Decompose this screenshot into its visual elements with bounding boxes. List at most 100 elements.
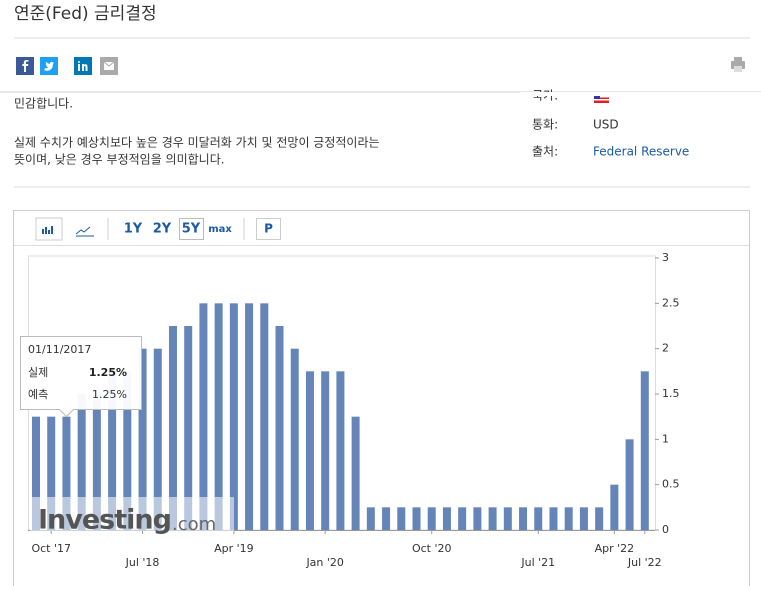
bar <box>595 507 604 530</box>
bar <box>473 507 482 530</box>
bar <box>625 439 634 530</box>
bar <box>138 348 147 530</box>
bar <box>442 507 451 530</box>
bar <box>290 348 299 530</box>
bar <box>32 416 40 530</box>
x-tick-label: Jul '22 <box>627 556 662 569</box>
bar <box>427 507 436 530</box>
range-selected <box>179 218 204 240</box>
twitter-icon <box>44 61 54 71</box>
tooltip-label: 실제 <box>28 366 48 379</box>
share-bar <box>0 50 761 93</box>
info-label: 출처: <box>532 145 558 159</box>
x-tick-label: Oct '17 <box>31 542 71 555</box>
x-tick-label: Oct '20 <box>412 542 452 555</box>
bar <box>458 507 467 530</box>
bar <box>321 371 330 530</box>
linkedin-icon <box>78 61 88 71</box>
tooltip-date: 01/11/2017 <box>28 343 91 356</box>
watermark: Investing .com <box>30 497 234 536</box>
description-text: 실제 수치가 예상치보다 높은 경우 미달러화 가치 및 전망이 긍정적이라는 <box>14 136 380 150</box>
x-tick-label: Apr '19 <box>214 542 254 555</box>
x-tick-label: Jan '20 <box>305 556 343 569</box>
bar <box>199 303 208 530</box>
bar <box>503 507 512 530</box>
bar <box>229 303 238 530</box>
print-button[interactable]: P <box>264 222 273 236</box>
y-tick-label: 2 <box>662 342 669 355</box>
bar-icon <box>42 226 53 234</box>
facebook-icon <box>22 60 29 72</box>
print-icon[interactable] <box>731 57 745 72</box>
bar <box>549 507 558 530</box>
bar <box>62 416 71 530</box>
info-value: USD <box>593 118 619 132</box>
email-flap <box>103 61 115 67</box>
x-tick-label: Jul '18 <box>125 556 160 569</box>
bar <box>184 326 193 530</box>
tooltip-box <box>20 336 142 418</box>
source-link[interactable]: Federal Reserve <box>593 145 689 159</box>
bar <box>640 371 649 530</box>
tooltip: 01/11/2017 실제 1.25% 예측 1.25% <box>20 336 142 418</box>
bar <box>305 371 314 530</box>
range-button[interactable]: max <box>208 224 232 235</box>
flag-stripe <box>594 99 609 101</box>
range-button[interactable]: 5Y <box>182 222 201 237</box>
watermark-suffix: .com <box>172 514 216 535</box>
bar <box>260 303 269 530</box>
bar <box>168 326 177 530</box>
bar <box>336 371 345 530</box>
flag-canton <box>594 94 600 99</box>
flag-stripe <box>594 96 609 98</box>
toolbar: P <box>35 217 281 241</box>
bar <box>579 507 588 530</box>
info-label: 통화: <box>532 118 558 132</box>
range-button[interactable]: 2Y <box>153 222 172 237</box>
bar <box>534 507 543 530</box>
print-button-box <box>256 218 281 240</box>
us-flag <box>594 94 609 103</box>
tooltip-value: 1.25% <box>89 366 127 379</box>
y-tick-label: 0.5 <box>662 478 680 491</box>
watermark-bg <box>30 497 234 531</box>
page-title: 연준(Fed) 금리결정 <box>14 4 157 24</box>
y-tick-label: 2.5 <box>662 296 680 309</box>
printer-top <box>734 57 742 62</box>
printer-paper <box>734 66 742 72</box>
bar <box>108 371 117 530</box>
bar <box>366 507 375 530</box>
plot: 0 0.5 1 1.5 2 2.5 3 Oct '17 Jul '18 Apr '19 Jan '2… <box>28 251 680 569</box>
description-text: 뜻이며, 낮은 경우 부정적임을 의미합니다. <box>14 153 225 167</box>
bar <box>382 507 391 530</box>
bar <box>610 484 619 530</box>
bar <box>245 303 254 530</box>
bar <box>275 326 284 530</box>
bar <box>92 394 101 530</box>
overlap-mask <box>520 92 761 96</box>
y-tick-label: 3 <box>662 251 669 264</box>
bar <box>412 507 421 530</box>
sticky-bar <box>0 50 761 92</box>
bar <box>351 416 360 530</box>
tooltip-label: 예측 <box>28 388 48 401</box>
bar <box>47 416 56 530</box>
bar <box>397 507 406 530</box>
bar <box>564 507 573 530</box>
line-chart-toggle[interactable] <box>75 226 91 235</box>
range-button[interactable]: 1Y <box>124 222 143 237</box>
bar <box>123 371 132 530</box>
bar <box>488 507 497 530</box>
x-tick-label: Apr '22 <box>595 542 635 555</box>
tooltip-value: 1.25% <box>92 388 127 401</box>
bar <box>214 303 223 530</box>
bar-chart-toggle[interactable] <box>35 217 63 241</box>
y-tick-label: 1.5 <box>662 387 680 400</box>
bar <box>519 507 528 530</box>
bar <box>153 348 162 530</box>
y-tick-label: 0 <box>662 523 669 536</box>
flag-stripes <box>594 94 609 103</box>
description-text: 민감합니다. <box>14 97 73 111</box>
